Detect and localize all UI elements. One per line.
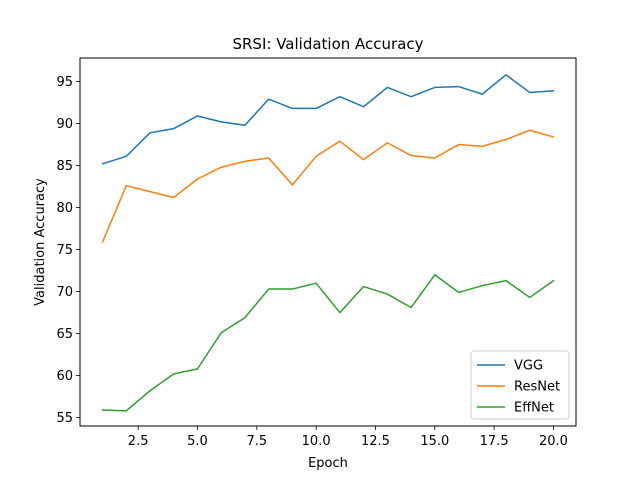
legend-label-vgg: VGG [514,359,543,374]
y-tick-label: 95 [56,75,73,90]
legend-label-resnet: ResNet [514,380,560,395]
x-axis-label: Epoch [308,456,348,471]
x-tick-label: 10.0 [302,434,331,449]
y-tick-label: 85 [56,159,73,174]
x-axis-ticks: 2.5 5.0 7.5 10.0 12.5 15.0 17.5 20.0 [128,426,568,449]
x-tick-label: 5.0 [187,434,208,449]
x-tick-label: 20.0 [539,434,568,449]
y-axis-ticks: 55 60 65 70 75 80 85 90 95 [56,75,80,426]
series-line-vgg [101,74,555,165]
chart-title: SRSI: Validation Accuracy [232,35,423,53]
series-line-resnet [101,129,555,243]
y-tick-label: 65 [56,327,73,342]
legend-label-effnet: EffNet [514,401,554,416]
y-tick-label: 75 [56,243,73,258]
y-tick-label: 55 [56,411,73,426]
x-tick-label: 12.5 [361,434,390,449]
x-tick-label: 15.0 [420,434,449,449]
legend: VGG ResNet EffNet [470,350,570,420]
series-line-effnet [101,274,555,412]
y-tick-label: 60 [56,369,73,384]
y-axis-label: Validation Accuracy [33,178,48,306]
legend-box [470,350,570,420]
plot-area [79,57,577,427]
y-tick-label: 70 [56,285,73,300]
x-tick-label: 17.5 [480,434,509,449]
y-tick-label: 90 [56,117,73,132]
y-tick-label: 80 [56,201,73,216]
series-lines [101,74,555,412]
x-tick-label: 2.5 [128,434,149,449]
x-tick-label: 7.5 [246,434,267,449]
